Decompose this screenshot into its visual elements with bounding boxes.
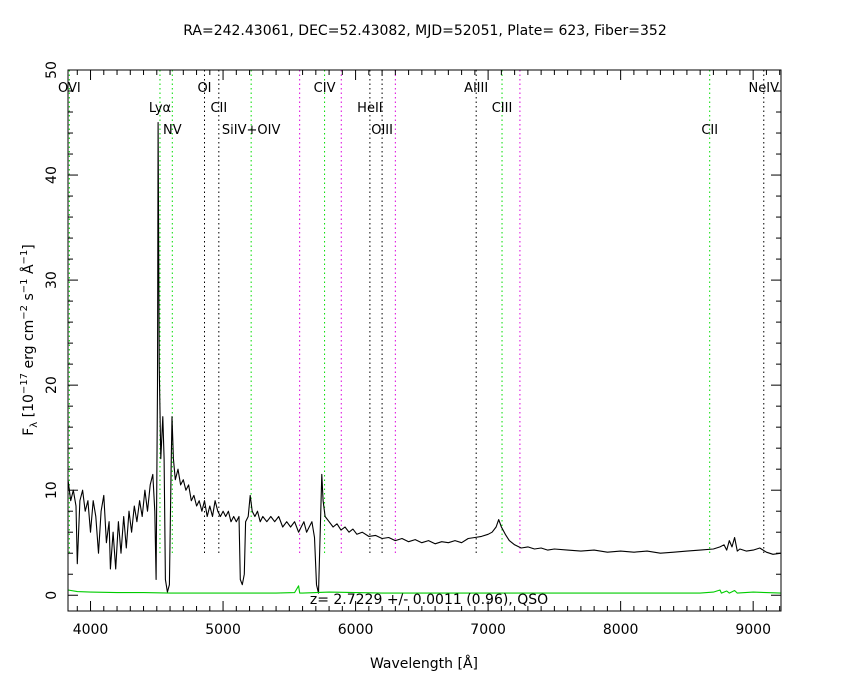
x-axis-label: Wavelength [Å] — [370, 655, 478, 672]
x-tick-label: 5000 — [205, 622, 241, 638]
plot-frame — [67, 69, 782, 612]
line-label: OVI — [58, 81, 81, 96]
line-label: CIV — [314, 81, 336, 96]
x-tick-label: 6000 — [338, 622, 374, 638]
y-tick-label: 30 — [44, 271, 60, 289]
line-label: AlIII — [464, 81, 488, 96]
redshift-annotation: z= 2.7229 +/- 0.0011 (0.96), QSO — [310, 592, 548, 608]
line-label: NeIV — [749, 81, 780, 96]
x-tick-label: 9000 — [735, 622, 771, 638]
x-tick-label: 7000 — [470, 622, 506, 638]
y-tick-label: 0 — [44, 591, 60, 600]
flux-spectrum-line — [67, 121, 782, 594]
line-label: Lyα — [149, 101, 171, 116]
line-label: SiIV+OIV — [222, 123, 281, 138]
error-spectrum-line — [67, 585, 782, 594]
line-label: CII — [701, 123, 718, 138]
chart-title: RA=242.43061, DEC=52.43082, MJD=52051, P… — [183, 23, 667, 39]
y-tick-label: 40 — [44, 166, 60, 184]
line-label: NV — [163, 123, 182, 138]
y-tick-label: 10 — [44, 481, 60, 499]
axis-ticks: 4000 5000 6000 7000 8000 9000 0 10 20 30 40 50 — [44, 61, 781, 638]
line-label: HeII — [357, 101, 382, 116]
line-label: CIII — [492, 101, 513, 116]
series-group — [67, 121, 782, 594]
line-label: OIII — [371, 123, 393, 138]
x-tick-label: 4000 — [73, 622, 109, 638]
line-label: CII — [210, 101, 227, 116]
y-tick-label: 20 — [44, 376, 60, 394]
y-tick-label: 50 — [44, 61, 60, 79]
y-axis-label: Fλ [10−17 erg cm−2 s−1 Å−1] — [19, 244, 40, 436]
x-tick-label: 8000 — [603, 622, 639, 638]
line-label: OI — [197, 81, 211, 96]
emission-line-markers: OVI Lyα NV OI CII SiIV+OIV CIV HeII OIII AlIII CII… — [58, 70, 779, 556]
